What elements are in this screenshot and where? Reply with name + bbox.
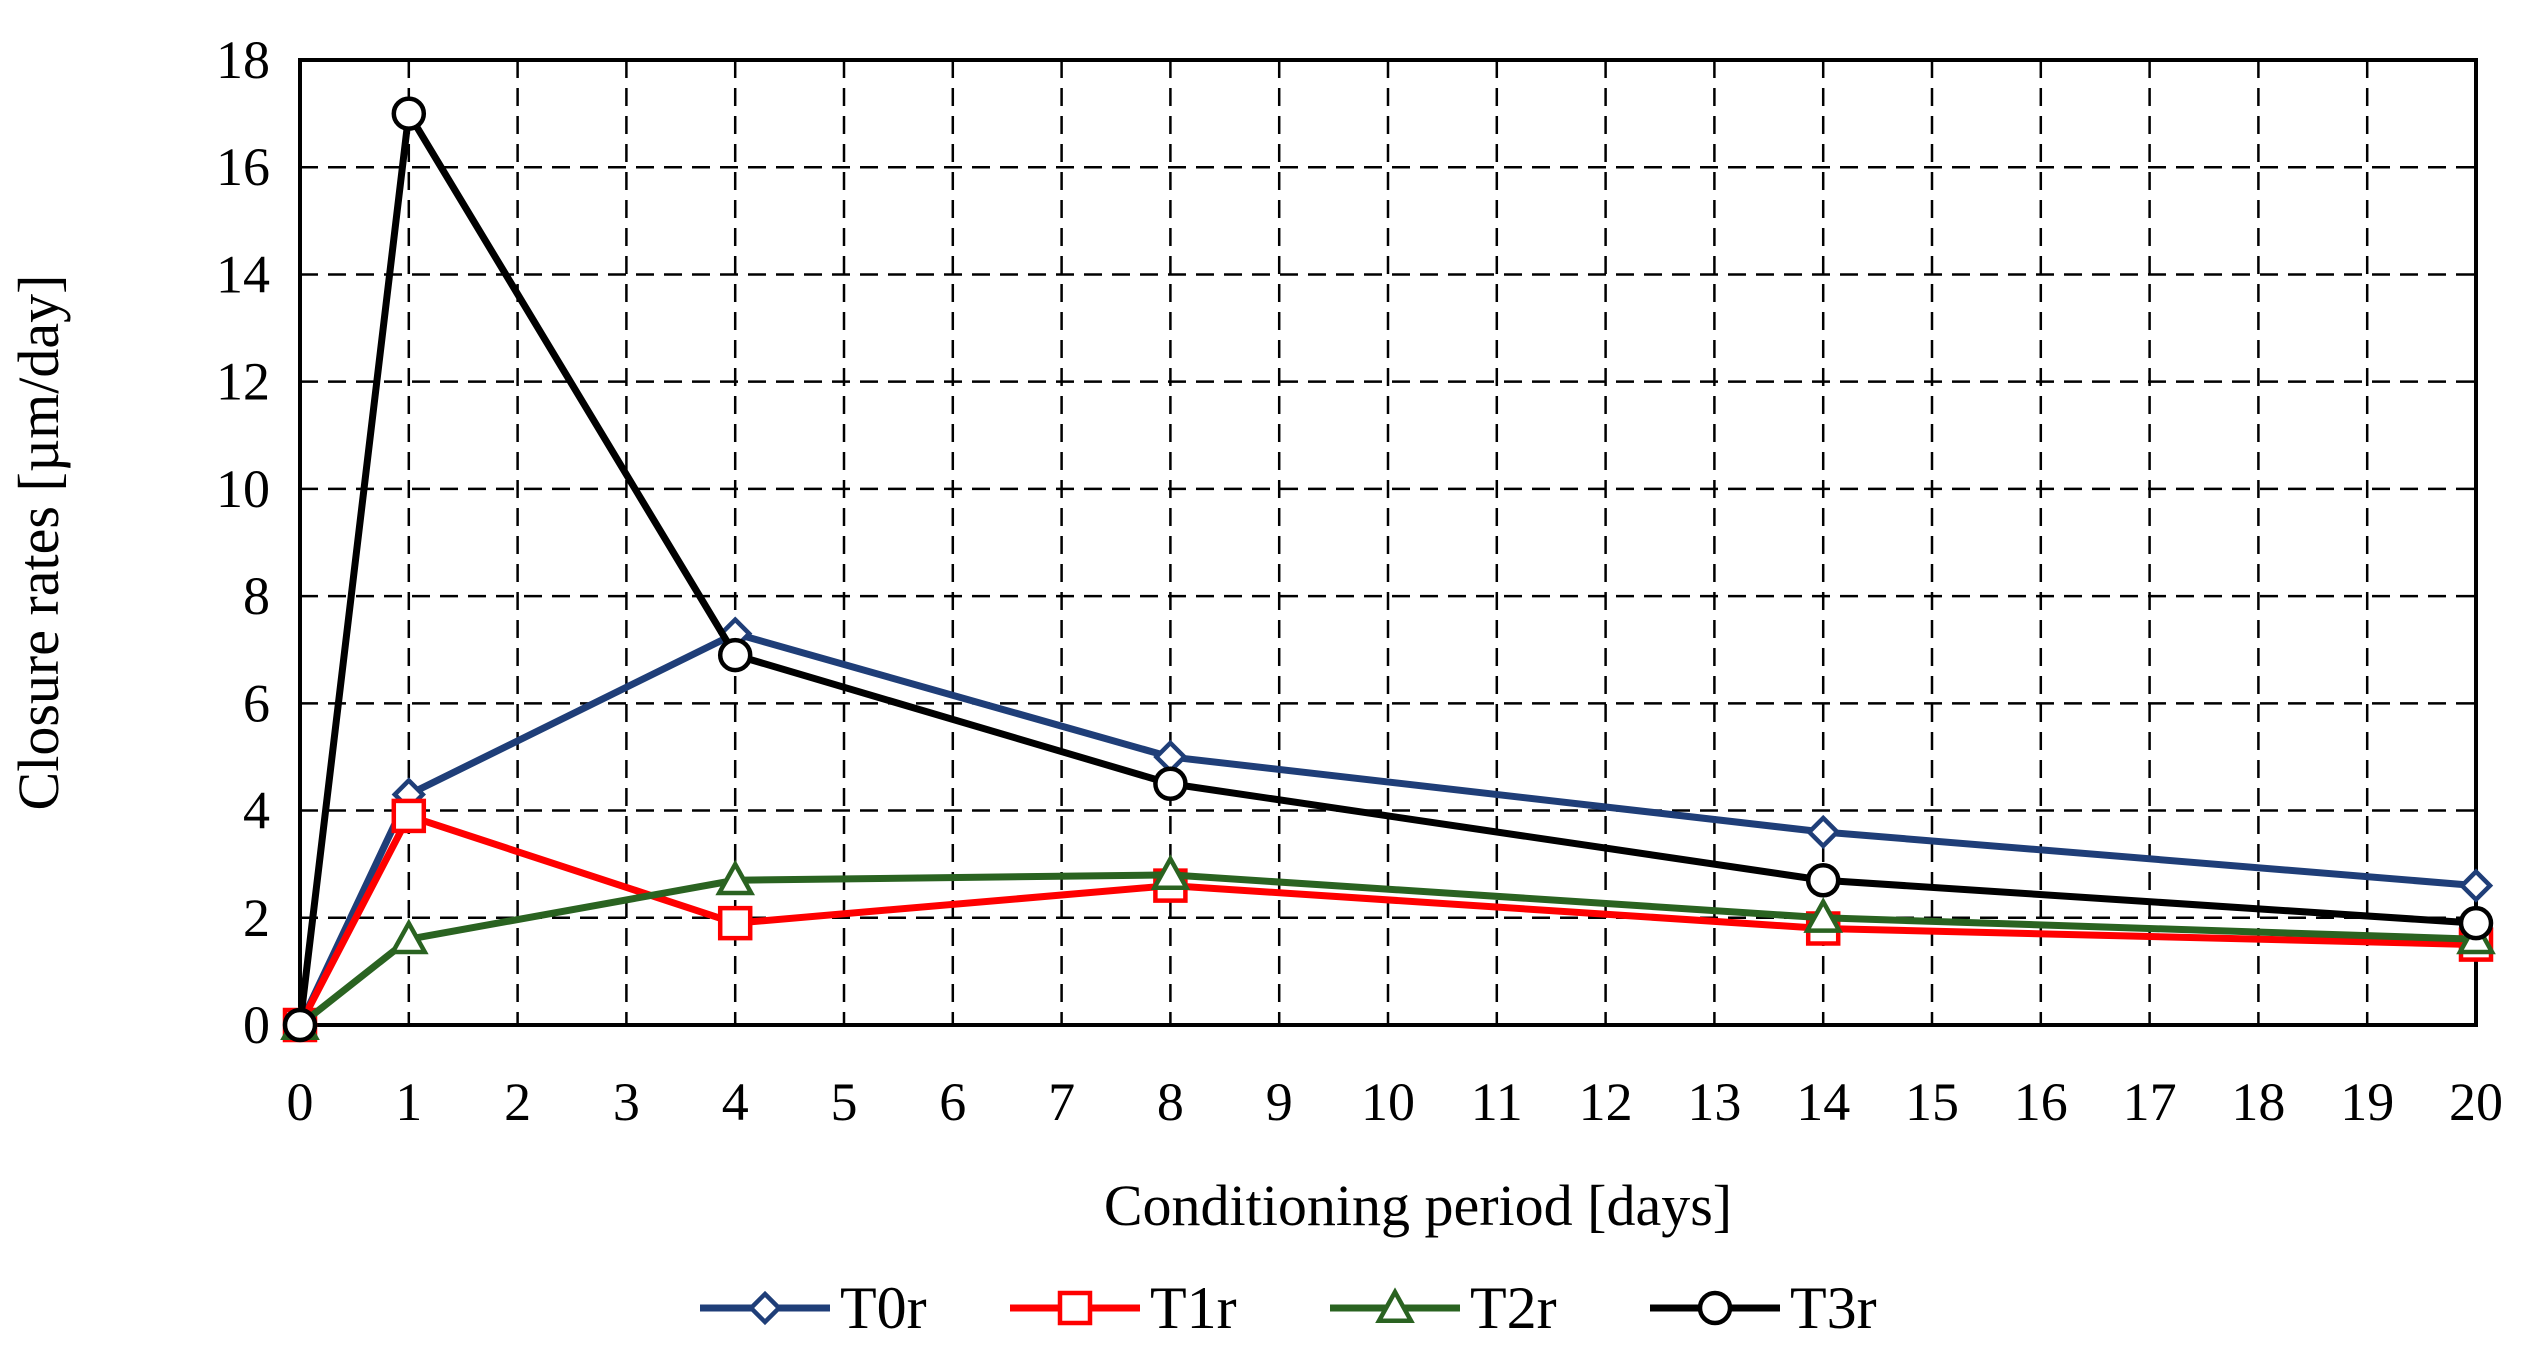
- legend-label: T1r: [1150, 1275, 1237, 1341]
- legend-marker: [1697, 1290, 1733, 1326]
- plot-frame: [298, 58, 2478, 1027]
- x-tick-label: 14: [1796, 1072, 1850, 1132]
- y-tick-label: 4: [243, 781, 270, 841]
- series-line: [296, 110, 2477, 1026]
- x-tick-labels: 0 1 2 3 4 5 6 7 8 9 10 11 12 13 14 15 16 17 18 19 20: [287, 1072, 2504, 1132]
- x-tick-label: 13: [1687, 1072, 1741, 1132]
- legend-label: T2r: [1470, 1275, 1557, 1341]
- y-axis-title: Closure rates [µm/day]: [6, 275, 71, 811]
- series-layer: [280, 96, 2496, 1043]
- grid: [300, 60, 2476, 1025]
- data-point: [388, 918, 429, 955]
- legend-item-t1r: T1r: [1010, 1275, 1237, 1341]
- data-point: [1803, 897, 1844, 933]
- x-tick-label: 3: [613, 1072, 640, 1132]
- y-tick-label: 16: [216, 137, 270, 197]
- x-axis-title: Conditioning period [days]: [1104, 1173, 1732, 1238]
- y-tick-label: 2: [243, 888, 270, 948]
- x-tick-label: 5: [831, 1072, 858, 1132]
- legend-item-t2r: T2r: [1330, 1275, 1557, 1341]
- series-t3r: [282, 96, 2494, 1043]
- y-tick-label: 6: [243, 673, 270, 733]
- y-tick-label: 12: [216, 352, 270, 412]
- data-point: [717, 637, 753, 673]
- legend-item-t3r: T3r: [1650, 1275, 1877, 1341]
- x-tick-label: 17: [2123, 1072, 2177, 1132]
- series-t1r: [282, 798, 2494, 1043]
- data-point: [715, 859, 756, 896]
- x-tick-label: 6: [939, 1072, 966, 1132]
- x-tick-label: 9: [1266, 1072, 1293, 1132]
- x-tick-label: 16: [2014, 1072, 2068, 1132]
- data-point: [1805, 863, 1841, 898]
- series-line: [296, 630, 2477, 1027]
- x-tick-label: 1: [395, 1072, 422, 1132]
- data-point: [717, 905, 753, 941]
- y-tick-label: 18: [216, 30, 270, 90]
- data-point: [391, 798, 427, 834]
- y-tick-label: 0: [243, 995, 270, 1055]
- data-point: [2458, 868, 2494, 903]
- data-point: [1153, 766, 1188, 801]
- series-line: [296, 812, 2477, 1027]
- legend-item-t0r: T0r: [700, 1275, 927, 1341]
- data-point: [1806, 814, 1841, 850]
- x-tick-label: 8: [1157, 1072, 1184, 1132]
- legend-marker: [1057, 1290, 1093, 1326]
- x-tick-label: 7: [1048, 1072, 1075, 1132]
- x-tick-label: 11: [1471, 1072, 1523, 1132]
- data-point: [2458, 905, 2494, 941]
- x-tick-label: 20: [2449, 1072, 2503, 1132]
- x-tick-label: 12: [1579, 1072, 1633, 1132]
- x-tick-label: 0: [287, 1072, 314, 1132]
- legend-marker: [747, 1290, 783, 1326]
- legend-label: T0r: [840, 1275, 927, 1341]
- y-tick-label: 8: [243, 566, 270, 626]
- x-tick-label: 2: [504, 1072, 531, 1132]
- x-tick-label: 4: [722, 1072, 749, 1132]
- x-tick-label: 19: [2340, 1072, 2394, 1132]
- y-tick-label: 10: [216, 459, 270, 519]
- x-tick-label: 18: [2231, 1072, 2285, 1132]
- y-tick-label: 14: [216, 244, 270, 304]
- data-point: [282, 1007, 318, 1043]
- legend-marker: [1375, 1287, 1415, 1324]
- data-point: [1150, 854, 1191, 890]
- x-tick-label: 15: [1905, 1072, 1959, 1132]
- data-point: [391, 96, 427, 131]
- x-tick-label: 10: [1361, 1072, 1415, 1132]
- y-tick-labels: 0 2 4 6 8 10 12 14 16 18: [216, 30, 270, 1055]
- legend-label: T3r: [1790, 1275, 1877, 1341]
- legend: T0r T1r T2r T3r: [700, 1275, 1877, 1341]
- series-t2r: [280, 854, 2496, 1041]
